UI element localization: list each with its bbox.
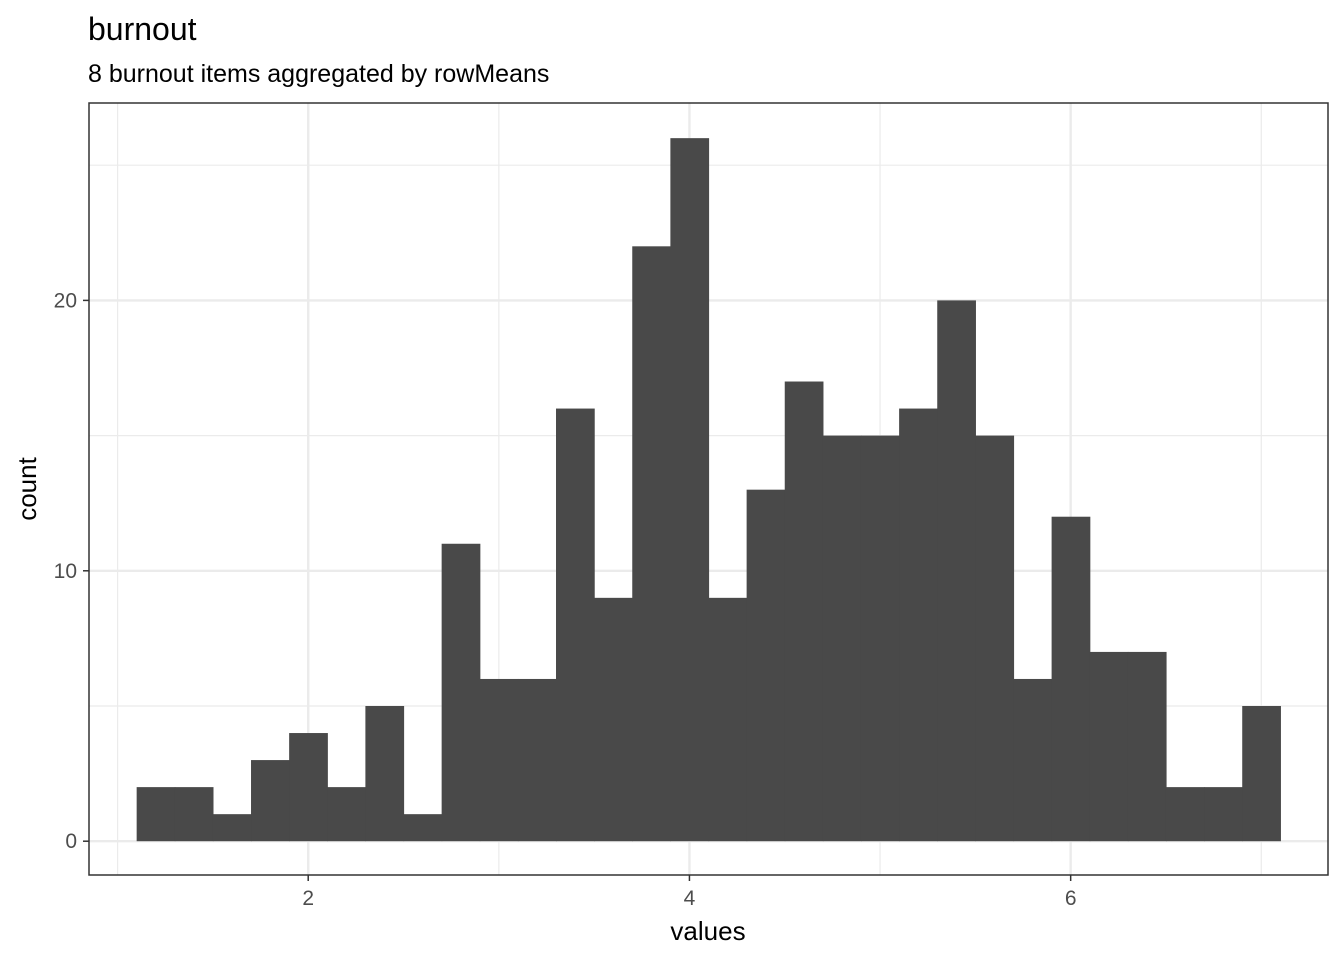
histogram-bar [746, 489, 786, 842]
histogram-bar [517, 678, 557, 842]
x-axis-title: values [670, 916, 745, 946]
histogram-bar [556, 408, 595, 842]
chart-title: burnout [88, 11, 197, 47]
histogram-bar [1089, 651, 1129, 842]
histogram-bar [1013, 678, 1053, 842]
histogram-bar [822, 435, 862, 842]
histogram-bar [479, 678, 519, 842]
x-tick-label: 6 [1065, 887, 1077, 910]
histogram-bar [1051, 516, 1091, 842]
histogram-bar [1242, 705, 1281, 842]
histogram-bar [365, 705, 405, 842]
y-tick-label: 10 [54, 560, 77, 583]
histogram-bar [860, 435, 900, 842]
y-axis-ticks: 0 10 20 [54, 289, 89, 853]
histogram-bar [594, 597, 633, 842]
histogram-bar [1204, 787, 1243, 842]
histogram-bar [174, 787, 214, 842]
x-axis-ticks: 2 4 6 [302, 875, 1077, 910]
chart-subtitle: 8 burnout items aggregated by rowMeans [88, 60, 549, 88]
panel-border [88, 102, 1329, 876]
x-tick-label: 4 [684, 887, 696, 910]
histogram-bar [784, 381, 824, 842]
histogram-bar [708, 597, 748, 842]
y-tick-label: 0 [65, 830, 77, 853]
histogram-bar [1165, 787, 1205, 842]
histogram-bars [136, 138, 1281, 842]
x-tick-label: 2 [302, 887, 314, 910]
histogram-bar [937, 300, 976, 842]
histogram-bar [403, 814, 443, 842]
histogram-bar [136, 787, 176, 842]
histogram-bar [251, 760, 290, 842]
histogram-bar [327, 787, 366, 842]
histogram-bar [1127, 651, 1167, 842]
histogram-bar [212, 814, 252, 842]
histogram-bar [632, 246, 671, 842]
histogram-bar [899, 408, 938, 842]
histogram-bar [441, 543, 481, 842]
histogram-bar [289, 733, 328, 842]
histogram-bar [670, 138, 710, 842]
y-tick-label: 20 [54, 289, 77, 312]
histogram-bar [975, 435, 1015, 842]
y-axis-title: count [12, 456, 42, 520]
